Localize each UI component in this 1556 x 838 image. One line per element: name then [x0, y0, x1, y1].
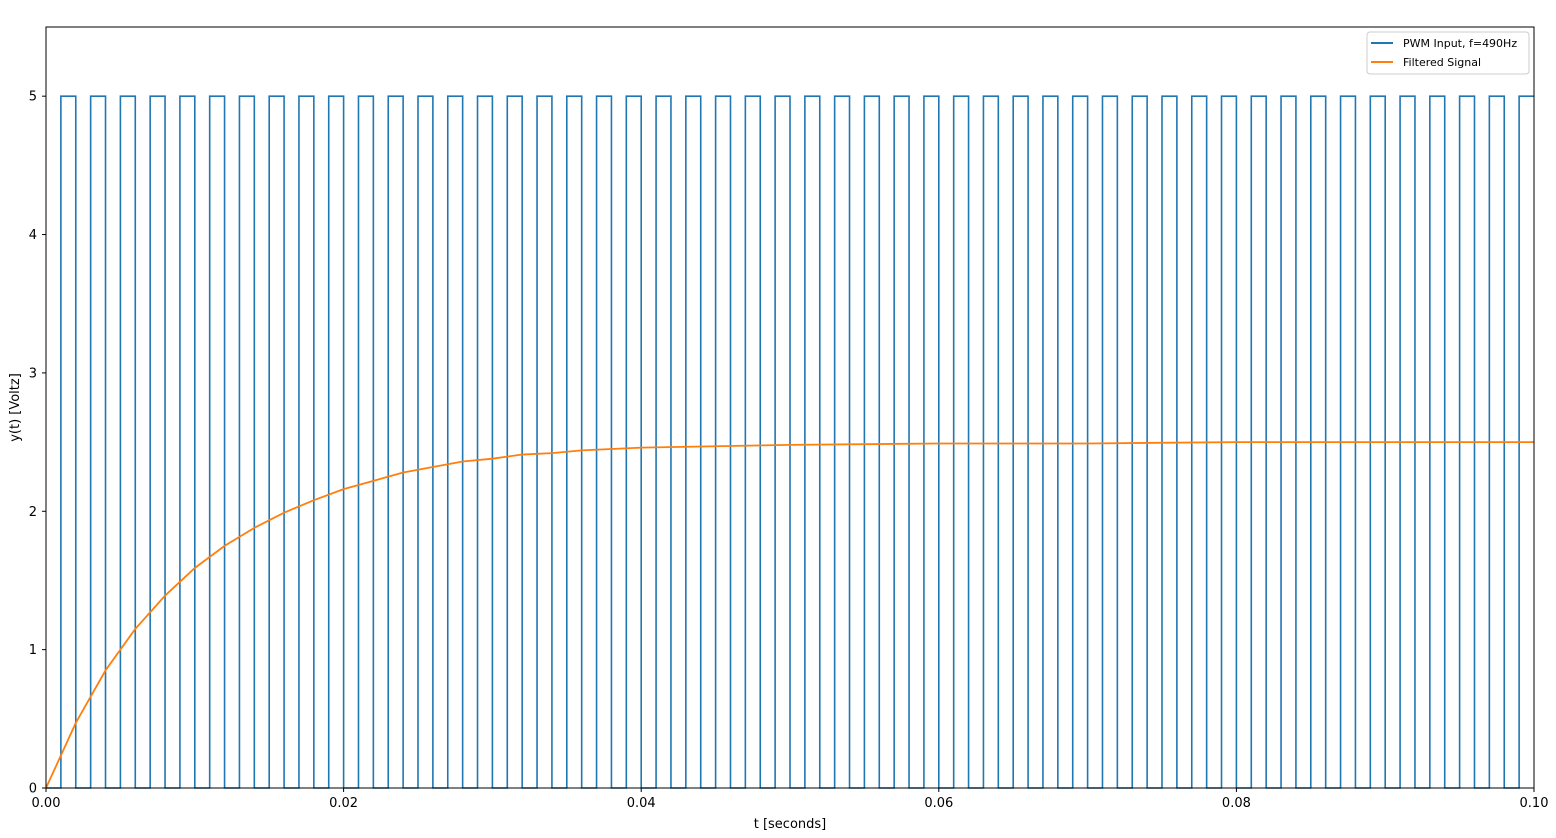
axes-frame [45, 26, 1535, 789]
y-tick-label: 4 [29, 228, 37, 243]
legend-entry-filtered: Filtered Signal [1403, 56, 1481, 69]
y-tick-label: 5 [29, 90, 37, 105]
y-tick-label: 1 [29, 643, 37, 658]
x-tick-label: 0.06 [924, 796, 953, 811]
series-line-pwm-input [46, 95, 1534, 789]
y-tick-label: 3 [29, 366, 37, 381]
y-axis: 0 1 2 3 4 5 [29, 90, 46, 797]
x-tick-label: 0.10 [1520, 796, 1549, 811]
plot-area [45, 95, 1534, 789]
x-tick-label: 0.00 [32, 796, 61, 811]
legend: PWM Input, f=490Hz Filtered Signal [1366, 31, 1530, 75]
x-axis-label: t [seconds] [754, 817, 827, 832]
x-tick-label: 0.08 [1222, 796, 1251, 811]
y-tick-label: 0 [29, 782, 37, 797]
y-axis-label: y(t) [Voltz] [8, 373, 23, 442]
series-line-filtered-signal [45, 441, 1534, 789]
x-axis: 0.00 0.02 0.04 0.06 0.08 0.10 [32, 788, 1549, 811]
legend-entry-pwm: PWM Input, f=490Hz [1403, 37, 1517, 50]
legend-box [1366, 31, 1530, 75]
x-tick-label: 0.04 [627, 796, 656, 811]
y-tick-label: 2 [29, 505, 37, 520]
x-tick-label: 0.02 [329, 796, 358, 811]
